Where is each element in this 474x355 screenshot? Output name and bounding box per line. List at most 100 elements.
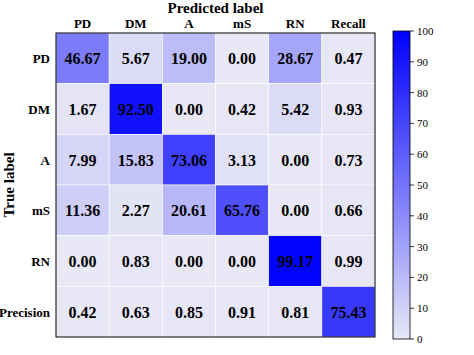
cell-label: 73.06 xyxy=(171,152,207,169)
row-label: PD xyxy=(33,51,50,66)
colorbar-tick xyxy=(410,246,414,247)
colorbar-tick xyxy=(410,215,414,216)
cell xyxy=(109,84,162,135)
column-label: mS xyxy=(233,16,251,31)
colorbar-tick-label: 50 xyxy=(417,179,429,191)
column-label: RN xyxy=(286,16,305,31)
column-label: A xyxy=(184,16,194,31)
cell-label: 15.83 xyxy=(118,152,154,169)
colorbar-tick-label: 90 xyxy=(417,56,429,68)
colorbar-tick xyxy=(410,308,414,309)
cell xyxy=(162,84,215,135)
cell xyxy=(269,236,322,287)
colorbar-tick xyxy=(410,154,414,155)
cell xyxy=(162,33,215,84)
cell xyxy=(269,134,322,185)
colorbar-tick xyxy=(410,31,414,32)
colorbar-tick-label: 100 xyxy=(417,25,434,37)
cell-label: 0.42 xyxy=(228,101,256,118)
colorbar-tick-label: 10 xyxy=(417,302,429,314)
colorbar-tick xyxy=(410,277,414,278)
cell xyxy=(56,134,109,185)
colorbar-tick-label: 30 xyxy=(417,241,429,253)
row-label: DM xyxy=(28,102,50,117)
cell xyxy=(109,185,162,236)
column-label: PD xyxy=(74,16,91,31)
cell-label: 0.91 xyxy=(228,304,256,321)
cell-label: 11.36 xyxy=(65,202,100,219)
cell xyxy=(56,185,109,236)
cell xyxy=(269,286,322,337)
title: Predicted label xyxy=(168,0,264,16)
cell-label: 2.27 xyxy=(122,202,150,219)
colorbar-tick xyxy=(410,123,414,124)
cell-label: 0.00 xyxy=(175,253,203,270)
cell-label: 0.00 xyxy=(281,202,309,219)
cell-label: 0.00 xyxy=(69,253,97,270)
cell-label: 0.81 xyxy=(281,304,309,321)
column-label: DM xyxy=(125,16,147,31)
cell-label: 7.99 xyxy=(69,152,97,169)
colorbar-tick-label: 60 xyxy=(417,148,429,160)
cell-label: 0.99 xyxy=(334,253,362,270)
cell xyxy=(162,236,215,287)
cell-label: 75.43 xyxy=(330,304,366,321)
cell xyxy=(216,84,269,135)
cell-label: 46.67 xyxy=(65,50,101,67)
cell-label: 0.42 xyxy=(69,304,97,321)
cell xyxy=(109,286,162,337)
chart: Predicted label True label PD DM AmS RN Recall… xyxy=(0,0,474,355)
cell-label: 0.00 xyxy=(228,50,256,67)
colorbar xyxy=(393,31,410,339)
cell-label: 92.50 xyxy=(118,101,154,118)
cell xyxy=(322,236,375,287)
colorbar-tick xyxy=(410,92,414,93)
cell xyxy=(322,286,375,337)
row-label: A xyxy=(41,153,51,168)
cell-label: 0.73 xyxy=(334,152,362,169)
cell xyxy=(322,185,375,236)
cell-label: 0.93 xyxy=(334,101,362,118)
cell xyxy=(322,33,375,84)
cell-label: 28.67 xyxy=(277,50,313,67)
cell xyxy=(56,84,109,135)
cell xyxy=(109,33,162,84)
cell-label: 0.66 xyxy=(334,202,362,219)
cell xyxy=(216,286,269,337)
cell xyxy=(56,236,109,287)
colorbar-tick-label: 40 xyxy=(417,210,429,222)
cell xyxy=(269,185,322,236)
cell xyxy=(109,134,162,185)
cell-label: 0.00 xyxy=(228,253,256,270)
cell-label: 19.00 xyxy=(171,50,207,67)
cell-label: 99.17 xyxy=(277,253,313,270)
colorbar-tick xyxy=(410,61,414,62)
cell-label: 1.67 xyxy=(69,101,97,118)
cell-label: 5.67 xyxy=(122,50,150,67)
cell-label: 20.61 xyxy=(171,202,207,219)
cell xyxy=(216,185,269,236)
cell xyxy=(162,286,215,337)
colorbar-tick-label: 80 xyxy=(417,87,429,99)
cell xyxy=(162,134,215,185)
y-label: True label xyxy=(1,152,17,217)
frame xyxy=(56,33,375,337)
cell xyxy=(322,84,375,135)
cell-label: 0.47 xyxy=(334,50,362,67)
cell-label: 0.00 xyxy=(281,152,309,169)
cell xyxy=(216,236,269,287)
colorbar-tick-label: 0 xyxy=(417,333,423,345)
cell-label: 65.76 xyxy=(224,202,260,219)
cell xyxy=(109,236,162,287)
cell xyxy=(56,33,109,84)
cell-label: 0.83 xyxy=(122,253,150,270)
cell xyxy=(216,33,269,84)
cell xyxy=(56,286,109,337)
cell xyxy=(322,134,375,185)
row-label: Precision xyxy=(0,305,51,320)
colorbar-tick-label: 20 xyxy=(417,271,429,283)
cell xyxy=(162,185,215,236)
cell-label: 0.00 xyxy=(175,101,203,118)
row-label: RN xyxy=(31,254,50,269)
column-label: Recall xyxy=(331,16,366,31)
